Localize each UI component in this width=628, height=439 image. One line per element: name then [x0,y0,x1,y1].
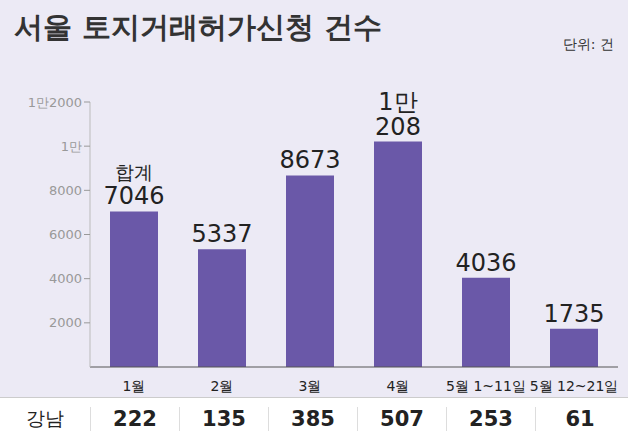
svg-text:2월: 2월 [211,378,234,394]
svg-text:5337: 5337 [191,220,252,248]
svg-text:1만: 1만 [378,88,417,116]
svg-text:8673: 8673 [279,146,340,174]
svg-text:2000: 2000 [49,315,82,330]
svg-text:4월: 4월 [387,378,410,394]
svg-text:3월: 3월 [299,378,322,394]
svg-text:1735: 1735 [543,300,604,328]
html-text:507: 507 [380,407,424,431]
html-text:단위: 건: 단위: 건 [562,36,614,52]
svg-text:7046: 7046 [103,182,164,210]
html-text:61: 61 [565,407,595,431]
html-text:385: 385 [291,407,335,431]
svg-text:4000: 4000 [49,271,82,286]
svg-text:합계: 합계 [115,161,153,183]
svg-text:1월: 1월 [123,378,146,394]
svg-text:6000: 6000 [49,227,82,242]
svg-text:4036: 4036 [455,249,516,277]
svg-text:1만: 1만 [61,139,82,154]
svg-text:8000: 8000 [49,183,82,198]
svg-text:1만2000: 1만2000 [28,95,82,110]
svg-text:5월 12~21일: 5월 12~21일 [530,378,619,394]
svg-text:5월 1~11일: 5월 1~11일 [446,378,526,394]
html-text:222: 222 [113,407,157,431]
html-text:135: 135 [202,407,246,431]
html-text:서울 토지거래허가신청 건수: 서울 토지거래허가신청 건수 [14,10,383,44]
svg-text:208: 208 [375,113,421,141]
html-text:강남: 강남 [26,407,64,429]
html-text:253: 253 [469,407,513,431]
